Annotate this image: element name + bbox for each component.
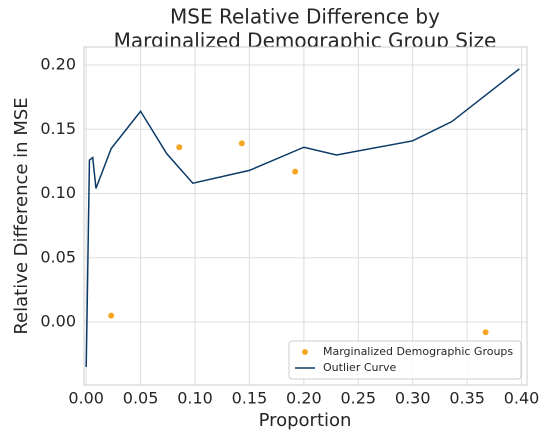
x-tick-label: 0.15 xyxy=(232,389,268,408)
scatter-point xyxy=(238,140,245,147)
scatter-point xyxy=(108,312,115,319)
x-tick-label: 0.40 xyxy=(504,389,540,408)
y-tick-label: 0.10 xyxy=(40,183,76,202)
plot-area xyxy=(83,46,528,386)
x-tick-label: 0.05 xyxy=(123,389,159,408)
y-axis-label: Relative Difference in MSE xyxy=(11,97,32,334)
x-axis-label: Proportion xyxy=(259,410,352,431)
x-tick-label: 0.00 xyxy=(68,389,104,408)
x-tick-label: 0.10 xyxy=(177,389,213,408)
line xyxy=(85,68,520,368)
chart-title: MSE Relative Difference by xyxy=(170,5,440,29)
y-tick-label: 0.05 xyxy=(40,247,76,266)
y-tick-label: 0.15 xyxy=(40,119,76,138)
scatter-point xyxy=(292,168,299,175)
legend-box xyxy=(288,340,522,380)
legend-label: Outlier Curve xyxy=(323,361,397,374)
scatter-point xyxy=(176,144,183,151)
x-tick-label: 0.30 xyxy=(395,389,431,408)
y-tick-label: 0.20 xyxy=(40,54,76,73)
legend-label: Marginalized Demographic Groups xyxy=(323,345,513,358)
x-tick-label: 0.20 xyxy=(286,389,322,408)
x-tick-label: 0.35 xyxy=(449,389,485,408)
y-tick-label: 0.00 xyxy=(40,312,76,331)
legend-marker xyxy=(302,349,308,355)
scatter-point xyxy=(482,329,489,336)
x-tick-label: 0.25 xyxy=(340,389,376,408)
